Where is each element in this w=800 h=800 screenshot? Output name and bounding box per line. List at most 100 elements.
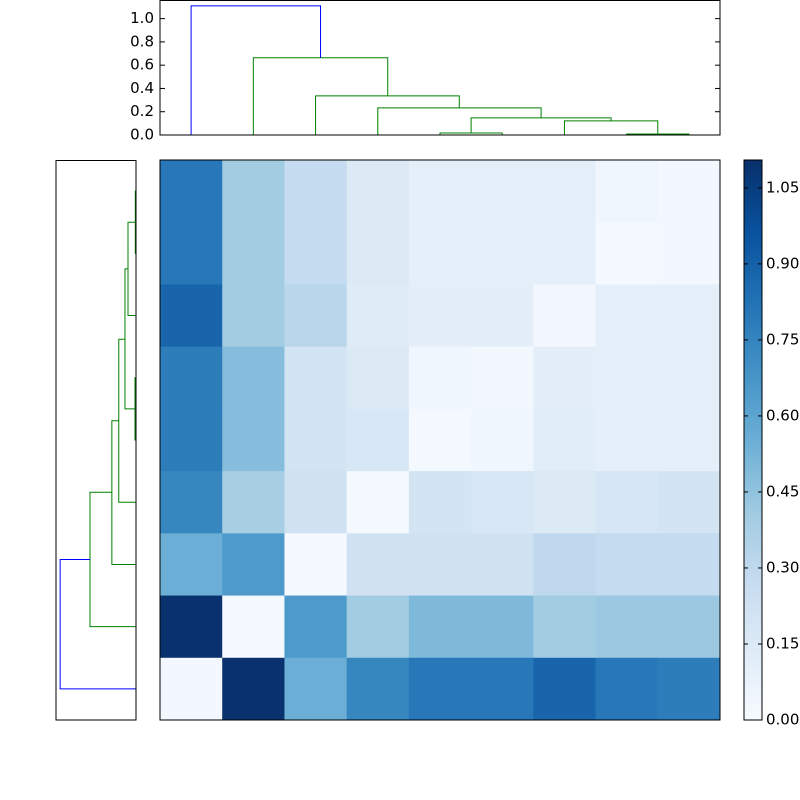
heatmap-cell — [595, 408, 659, 472]
y-tick-label: 0.6 — [130, 56, 154, 74]
colorbar-tick-label: 1.05 — [766, 178, 799, 196]
axes-frame — [55, 160, 137, 721]
colorbar — [743, 159, 763, 721]
dendrogram-link — [127, 221, 136, 317]
y-tick-label: 0.2 — [130, 102, 154, 120]
heatmap-cell — [346, 284, 410, 348]
heatmap-cell — [160, 533, 223, 597]
heatmap-cell — [595, 284, 659, 348]
heatmap-cell — [471, 657, 534, 721]
y-tick-label: 1.0 — [130, 9, 154, 27]
dendrogram-link — [626, 133, 690, 135]
heatmap-cell — [471, 533, 534, 597]
heatmap-cell — [284, 408, 348, 472]
y-tick-label: 0.8 — [130, 32, 154, 50]
heatmap-cell — [222, 284, 285, 348]
heatmap-cell — [408, 346, 472, 410]
heatmap-cell — [160, 471, 223, 534]
heatmap-cell — [408, 533, 472, 597]
heatmap-cell — [471, 408, 534, 472]
heatmap-cell — [346, 222, 410, 285]
heatmap-cell — [346, 408, 410, 472]
heatmap-cell — [533, 284, 597, 348]
heatmap-cell — [471, 160, 534, 223]
axes-frame — [159, 0, 721, 136]
dendrogram-link — [563, 120, 659, 135]
heatmap-cell — [284, 533, 348, 597]
colorbar-tick-label: 0.90 — [766, 254, 799, 272]
colorbar-tick-label: 0.30 — [766, 558, 799, 576]
heatmap-cell — [595, 657, 659, 721]
heatmap-cell — [222, 471, 285, 534]
colorbar-tick-label: 0.75 — [766, 330, 799, 348]
dendrogram-link — [134, 377, 136, 441]
dendrogram-link — [111, 420, 136, 565]
heatmap-cell — [533, 160, 597, 223]
heatmap-cell — [595, 533, 659, 597]
heatmap-cell — [533, 657, 597, 721]
heatmap-cell — [657, 595, 721, 659]
heatmap-cell — [471, 595, 534, 659]
heatmap-cell — [471, 222, 534, 285]
dendrogram-link — [315, 95, 460, 135]
heatmap-cell — [222, 595, 285, 659]
heatmap-cell — [346, 657, 410, 721]
plot-layer: 0.0 0.2 0.4 0.6 0.8 1.0 0.00 0.15 0.30 0.45 0.60 0.… — [55, 0, 799, 729]
heatmap-cell — [533, 346, 597, 410]
heatmap-cell — [471, 284, 534, 348]
dendrogram-link — [377, 107, 542, 135]
y-tick-label: 0.0 — [130, 126, 154, 144]
heatmap-cell — [595, 595, 659, 659]
heatmap-cell — [533, 595, 597, 659]
heatmap-cell — [346, 533, 410, 597]
heatmap-cell — [346, 595, 410, 659]
heatmap-cell — [408, 657, 472, 721]
heatmap-cell — [284, 657, 348, 721]
heatmap-cell — [408, 222, 472, 285]
heatmap-cell — [408, 284, 472, 348]
heatmap-cell — [533, 222, 597, 285]
heatmap-cell — [595, 160, 659, 223]
dendrogram-link — [124, 268, 135, 410]
heatmap-cell — [160, 284, 223, 348]
dendrogram-link — [190, 5, 322, 135]
heatmap-cell — [160, 346, 223, 410]
heatmap-cell — [408, 160, 472, 223]
heatmap-cell — [657, 533, 721, 597]
heatmap-cell — [160, 408, 223, 472]
heatmap-cell — [222, 657, 285, 721]
colorbar-tick-label: 0.00 — [766, 711, 799, 729]
heatmap-cell — [222, 533, 285, 597]
y-tick-label: 0.4 — [130, 79, 154, 97]
heatmap-cell — [284, 595, 348, 659]
heatmap-cell — [160, 222, 223, 285]
heatmap-cell — [160, 595, 223, 659]
colorbar-tick-label: 0.60 — [766, 406, 799, 424]
colorbar-tick-label: 0.45 — [766, 482, 799, 500]
axes-frame — [159, 159, 721, 721]
heatmap-cell — [595, 471, 659, 534]
heatmap-cell — [533, 408, 597, 472]
heatmap-cell — [222, 346, 285, 410]
heatmap-cell — [284, 346, 348, 410]
heatmap-cell — [408, 595, 472, 659]
heatmap-cell — [657, 471, 721, 534]
heatmap-cell — [408, 471, 472, 534]
dendrogram-link — [59, 558, 136, 690]
heatmap-cell — [284, 284, 348, 348]
heatmap-cell — [222, 408, 285, 472]
heatmap-cell — [533, 471, 597, 534]
heatmap-cell — [346, 346, 410, 410]
heatmap-cell — [160, 657, 223, 721]
heatmap-cell — [533, 533, 597, 597]
heatmap-cell — [471, 471, 534, 534]
heatmap-cell — [657, 284, 721, 348]
heatmap-cell — [284, 222, 348, 285]
heatmap-cell — [471, 346, 534, 410]
heatmap-cell — [595, 222, 659, 285]
heatmap-cell — [657, 408, 721, 472]
heatmap-cell — [595, 346, 659, 410]
heatmap-cell — [222, 222, 285, 285]
heatmap-cell — [408, 408, 472, 472]
